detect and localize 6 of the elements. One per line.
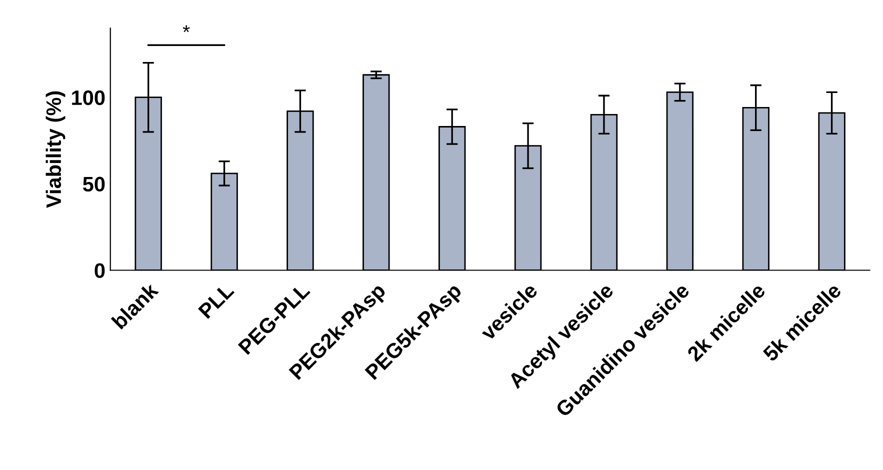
- y-tick-label: 0: [94, 263, 105, 278]
- y-axis-title: Viability (%): [46, 91, 66, 208]
- x-tick-label: PLL: [198, 282, 235, 319]
- y-tick-label: 50: [82, 176, 105, 192]
- y-tick-label: 100: [72, 90, 105, 106]
- annotation: *: [182, 25, 190, 32]
